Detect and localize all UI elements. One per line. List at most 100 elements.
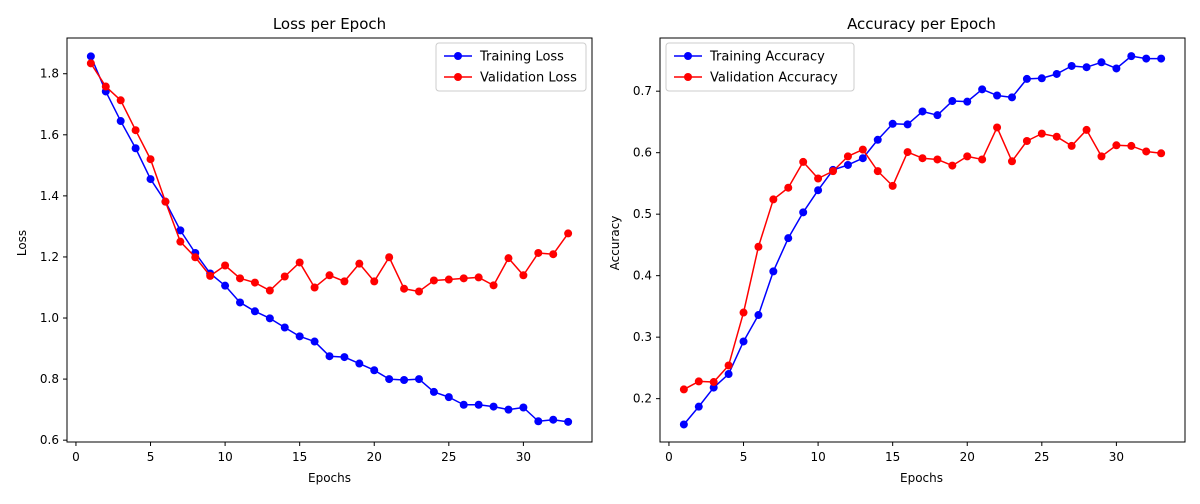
accuracy-plot-frame <box>659 37 1186 443</box>
loss-series-validation-point <box>385 253 394 262</box>
accuracy-series-training-point <box>739 337 748 346</box>
loss-chart-title: Loss per Epoch <box>273 15 386 33</box>
loss-series-validation-point <box>295 258 304 267</box>
loss-series-training-point <box>131 144 140 153</box>
loss-series-validation-point <box>101 82 110 91</box>
loss-legend: Training Loss Validation Loss <box>435 42 587 92</box>
accuracy-series-training-point <box>903 120 912 129</box>
accuracy-series-training-point <box>784 234 793 243</box>
accuracy-series-training-point <box>799 208 808 217</box>
loss-series-validation-point <box>534 248 543 257</box>
accuracy-x-tick-label: 0 <box>665 450 673 464</box>
loss-x-tick-label: 15 <box>292 450 307 464</box>
loss-tick-group: 0 5 10 15 20 25 30 0.6 0.8 1.0 1.2 1.4 1.6 1.8 <box>40 67 531 464</box>
loss-series-validation-point <box>86 59 95 68</box>
accuracy-series-validation-point <box>873 167 882 176</box>
loss-x-axis-label: Epochs <box>308 471 351 485</box>
loss-series-training-point <box>250 307 259 316</box>
loss-legend-entry-training-label: Training Loss <box>479 50 564 65</box>
accuracy-series-validation-point <box>739 308 748 317</box>
loss-x-tick-label: 25 <box>441 450 456 464</box>
accuracy-series-validation-point <box>933 155 942 164</box>
accuracy-series-training-point <box>888 119 897 128</box>
loss-series-validation-point <box>131 126 140 135</box>
accuracy-y-axis-label: Accuracy <box>608 216 622 271</box>
loss-series-training-point <box>534 417 543 426</box>
loss-legend-entry-validation-label: Validation Loss <box>480 71 577 86</box>
accuracy-series-validation-point <box>1157 149 1166 158</box>
accuracy-legend: Training Accuracy Validation Accuracy <box>665 42 855 92</box>
loss-series-validation-point <box>564 229 573 238</box>
accuracy-series-validation-point <box>1037 129 1046 138</box>
loss-x-tick-label: 10 <box>217 450 232 464</box>
loss-series-validation-point <box>206 271 215 280</box>
loss-y-tick-label: 0.6 <box>40 433 59 447</box>
loss-series-training-point <box>325 352 334 361</box>
loss-series-validation-point <box>549 250 558 259</box>
loss-series-training-point <box>414 375 423 384</box>
accuracy-plot-group <box>659 37 1186 443</box>
accuracy-series-training-point <box>978 85 987 94</box>
loss-series-training-point <box>295 332 304 341</box>
loss-y-axis-label: Loss <box>15 230 29 256</box>
loss-x-tick-label: 20 <box>367 450 382 464</box>
accuracy-series-validation-point <box>978 155 987 164</box>
loss-series-training-point <box>549 415 558 424</box>
loss-series-training-point <box>280 323 289 332</box>
accuracy-series-training-point <box>1097 58 1106 67</box>
loss-series-training-point <box>519 403 528 412</box>
accuracy-x-tick-label: 25 <box>1034 450 1049 464</box>
accuracy-series-validation-point <box>1142 147 1151 156</box>
loss-series-training-point <box>385 375 394 384</box>
accuracy-x-tick-label: 5 <box>740 450 748 464</box>
accuracy-series-training-point <box>1067 61 1076 70</box>
loss-series-training-point <box>459 400 468 409</box>
loss-series-training-point <box>504 405 513 414</box>
loss-series-validation-point <box>310 283 319 292</box>
loss-y-tick-label: 1.8 <box>40 67 59 81</box>
accuracy-y-tick-label: 0.2 <box>633 392 652 406</box>
loss-series-training-point <box>86 52 95 61</box>
accuracy-series-training-point <box>814 186 823 195</box>
accuracy-series-training-point <box>1037 74 1046 83</box>
accuracy-series-validation-point <box>858 145 867 154</box>
loss-x-tick-label: 0 <box>72 450 80 464</box>
loss-x-tick-label: 5 <box>147 450 155 464</box>
accuracy-series-validation-point <box>1112 141 1121 150</box>
accuracy-series-training-point <box>1022 74 1031 83</box>
loss-series-training-point <box>355 359 364 368</box>
accuracy-series-training-point <box>1157 54 1166 63</box>
loss-series-training-point <box>370 366 379 375</box>
loss-y-tick-label: 1.4 <box>40 189 59 203</box>
loss-legend-box <box>435 42 587 92</box>
loss-series-validation-point <box>519 271 528 280</box>
loss-series-validation-point <box>489 281 498 290</box>
loss-series-validation-point <box>250 278 259 287</box>
accuracy-series-training-point <box>933 111 942 120</box>
accuracy-series-training-point <box>694 402 703 411</box>
accuracy-y-tick-label: 0.5 <box>633 207 652 221</box>
accuracy-series-validation-point <box>963 152 972 161</box>
accuracy-x-tick-label: 15 <box>885 450 900 464</box>
loss-y-tick-label: 0.8 <box>40 372 59 386</box>
loss-series-validation-point <box>459 274 468 283</box>
accuracy-series-validation-point <box>709 378 718 387</box>
loss-series-training-point <box>340 353 349 362</box>
accuracy-tick-group: 0 5 10 15 20 25 30 0.2 0.3 0.4 0.5 0.6 0.7 <box>633 84 1124 464</box>
loss-legend-entry-validation-marker <box>454 73 462 81</box>
accuracy-series-training-point <box>679 420 688 429</box>
accuracy-series-validation-point <box>888 181 897 190</box>
loss-series-training-point <box>489 402 498 411</box>
accuracy-series-training-point <box>754 311 763 320</box>
accuracy-legend-box <box>665 42 855 92</box>
accuracy-series-training-point <box>873 135 882 144</box>
accuracy-y-tick-label: 0.6 <box>633 146 652 160</box>
loss-series-training-point <box>146 175 155 184</box>
accuracy-x-tick-label: 30 <box>1109 450 1124 464</box>
loss-series-training-point <box>221 281 230 290</box>
accuracy-series-validation-point <box>1067 141 1076 150</box>
accuracy-x-tick-label: 10 <box>810 450 825 464</box>
accuracy-series-validation-point <box>918 154 927 163</box>
accuracy-y-tick-label: 0.3 <box>633 330 652 344</box>
